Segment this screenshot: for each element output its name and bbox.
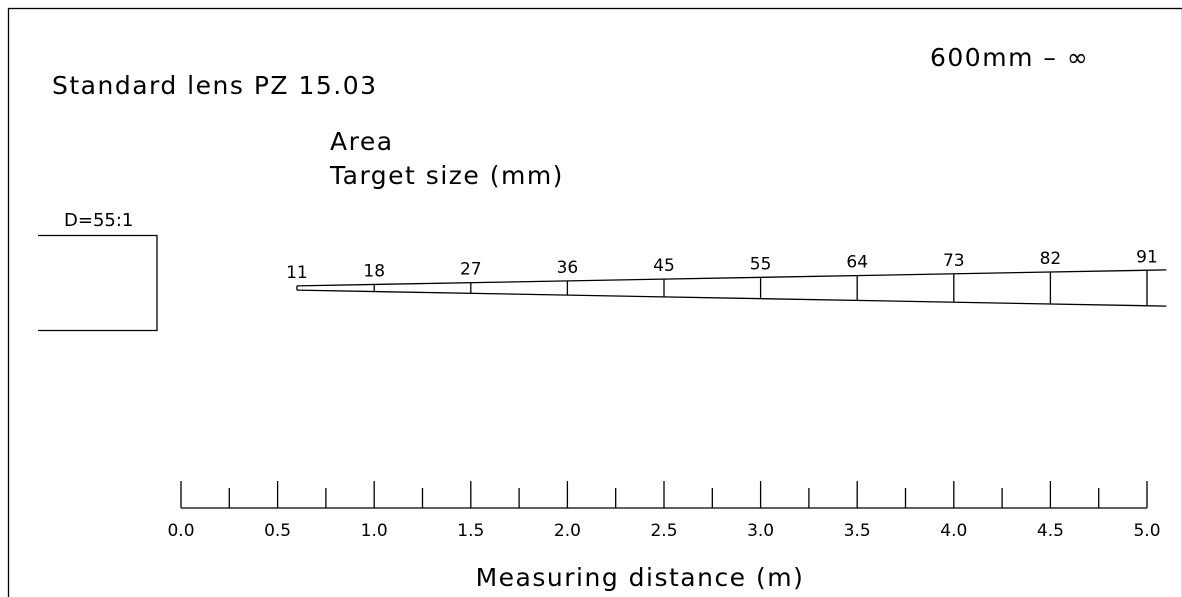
x-tick-label: 4.5 — [1037, 521, 1064, 541]
target-size-label: 55 — [750, 254, 772, 274]
target-size-label: 27 — [460, 260, 482, 280]
x-tick-label: 1.5 — [457, 521, 484, 541]
x-tick-label: 0.0 — [167, 521, 194, 541]
target-size-label: 11 — [286, 263, 308, 283]
x-axis-label: Measuring distance (m) — [476, 563, 805, 592]
x-tick-label: 3.0 — [747, 521, 774, 541]
title: Standard lens PZ 15.03 — [52, 71, 378, 100]
target-size-label: 45 — [653, 256, 675, 276]
target-size-label: 82 — [1040, 249, 1062, 269]
x-axis: 0.0 0.5 1.0 1.5 2.0 2.5 3.0 3.5 4.0 4.5 5.0 — [167, 481, 1161, 541]
target-size-label: 18 — [363, 261, 385, 281]
x-tick-label: 1.0 — [361, 521, 388, 541]
x-tick-label: 4.0 — [940, 521, 967, 541]
beam-cone: 11 18 27 36 45 55 64 73 82 91 — [286, 247, 1167, 307]
x-tick-label: 2.5 — [650, 521, 677, 541]
target-size-label: 36 — [557, 258, 579, 278]
beam-label-area: Area — [330, 127, 394, 156]
x-tick-label: 2.0 — [554, 521, 581, 541]
beam-lower-edge — [296, 289, 1167, 307]
x-tick-label: 0.5 — [264, 521, 291, 541]
sensor-housing — [38, 234, 158, 332]
beam-upper-edge — [296, 269, 1167, 287]
focus-range: 600mm – ∞ — [930, 43, 1089, 72]
target-size-label: 91 — [1136, 247, 1158, 267]
frame-border — [7, 7, 1182, 597]
target-size-label: 73 — [943, 251, 965, 271]
beam-label-target-size: Target size (mm) — [329, 161, 564, 190]
x-tick-label: 3.5 — [844, 521, 871, 541]
x-tick-label: 5.0 — [1133, 521, 1160, 541]
optics-ratio: D=55:1 — [64, 210, 133, 231]
target-size-label: 64 — [846, 253, 868, 273]
